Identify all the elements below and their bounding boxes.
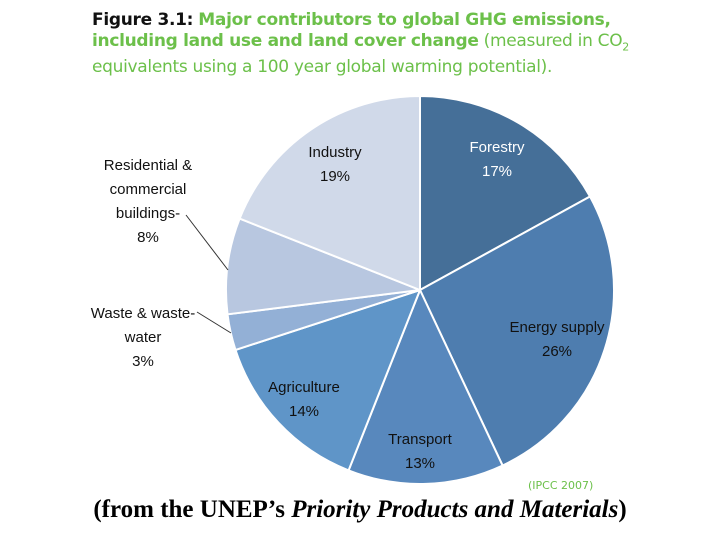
slice-label-line: buildings-	[116, 205, 180, 222]
chart-title: Figure 3.1: Major contributors to global…	[92, 10, 652, 78]
slice-label-line: commercial	[110, 181, 187, 198]
pie-slice-transport	[347, 287, 504, 485]
slice-label-line: 14%	[289, 403, 319, 420]
caption-suffix: )	[618, 496, 627, 523]
slice-label-residential-commercial-buildings: Residential & commercial buildings- 8%	[104, 157, 192, 246]
pie-slice-industry	[238, 94, 421, 292]
slice-label-line: 17%	[482, 163, 512, 180]
slice-label-line: Agriculture	[268, 379, 340, 396]
slice-label-line: Industry	[308, 144, 362, 161]
slice-label-waste-waste-water: Waste & waste-water 3%	[91, 305, 195, 370]
title-normal-text-2: equivalents using a 100 year global warm…	[92, 57, 553, 78]
caption-italic: Priority Products and Materials	[291, 496, 619, 523]
slice-label-line: 19%	[320, 168, 350, 185]
slice-label-line: Waste & waste-	[91, 305, 195, 322]
caption-prefix: (from the UNEP’s	[93, 496, 292, 523]
slice-label-agriculture: Agriculture 14%	[268, 379, 340, 420]
slice-label-line: 26%	[542, 343, 572, 360]
leader-line-residential-commercial-buildings	[185, 214, 229, 271]
source-note: (IPCC 2007)	[528, 479, 594, 492]
slice-label-energy-supply: Energy supply 26%	[509, 319, 605, 360]
pie-slice-residential-commercial-buildings	[225, 217, 421, 316]
slice-label-line: Transport	[388, 431, 452, 448]
caption: (from the UNEP’s Priority Products and M…	[0, 496, 720, 524]
leader-line-waste-waste-water	[196, 311, 232, 334]
slice-label-transport: Transport 13%	[388, 431, 452, 472]
slice-label-industry: Industry 19%	[308, 144, 362, 185]
pie-slice-energy-supply	[418, 195, 615, 467]
slice-label-line: 3%	[132, 353, 154, 370]
slice-label-forestry: Forestry 17%	[469, 139, 525, 180]
slice-label-line: Residential &	[104, 157, 192, 174]
title-subscript: 2	[622, 40, 629, 54]
slice-label-line: 13%	[405, 455, 435, 472]
pie-slice-forestry	[419, 94, 592, 292]
title-normal-text-1: (measured in CO	[483, 31, 623, 51]
slice-label-line: 8%	[137, 229, 159, 246]
slice-label-line: Forestry	[469, 139, 525, 156]
slice-label-line: Energy supply	[509, 319, 605, 336]
title-bold-text: Major contributors to global GHG emissio…	[92, 10, 611, 51]
figure-label: Figure 3.1:	[92, 10, 194, 30]
slice-label-line: water	[124, 329, 162, 346]
